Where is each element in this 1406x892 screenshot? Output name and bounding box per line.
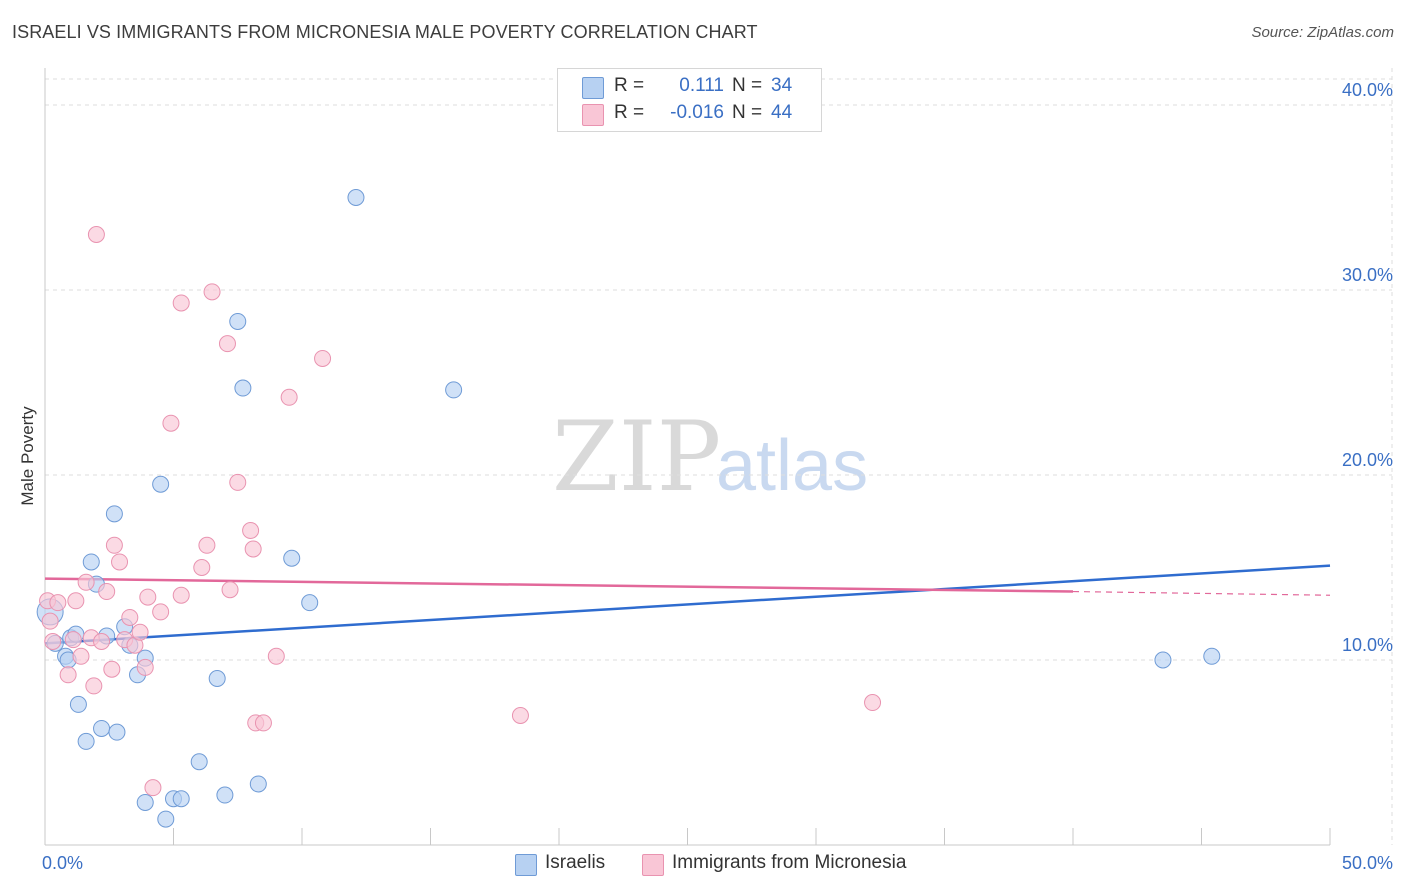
- legend-r-value: -0.016: [670, 102, 724, 123]
- israelis-point: [82, 553, 100, 571]
- micronesia-point: [254, 714, 272, 732]
- watermark-zip: ZIP: [552, 401, 721, 513]
- y-tick-label: 40.0%: [1342, 80, 1393, 100]
- micronesia-point: [198, 536, 216, 554]
- israelis-point: [105, 505, 123, 523]
- israelis-point: [347, 189, 365, 206]
- israelis-point: [152, 475, 170, 493]
- x-tick-label: 0.0%: [42, 853, 83, 873]
- micronesia-point: [67, 592, 85, 610]
- chart-title: ISRAELI VS IMMIGRANTS FROM MICRONESIA MA…: [12, 22, 758, 42]
- israelis-point: [136, 793, 154, 811]
- micronesia-point: [98, 583, 116, 601]
- micronesia-point: [111, 553, 129, 571]
- micronesia-point: [229, 473, 247, 491]
- israelis-legend-swatch: [515, 854, 537, 876]
- legend-n-label: N =: [732, 102, 763, 123]
- micronesia-point: [221, 581, 239, 599]
- israelis-point: [157, 810, 175, 828]
- x-tick-label: 50.0%: [1342, 853, 1393, 873]
- micronesia-point: [85, 677, 103, 695]
- micronesia-point: [103, 660, 121, 678]
- micronesia-point: [144, 779, 162, 797]
- micronesia-point: [87, 226, 105, 243]
- micronesia-swatch: [582, 104, 604, 126]
- israelis-swatch: [582, 77, 604, 99]
- legend-r-label: R =: [614, 75, 645, 96]
- israelis-point: [208, 670, 226, 687]
- israelis-point: [108, 723, 126, 741]
- micronesia-point: [314, 349, 332, 367]
- micronesia-point: [49, 594, 67, 612]
- micronesia-point: [105, 536, 123, 554]
- micronesia-point: [280, 388, 298, 406]
- legend-r-value: 0.111: [679, 75, 724, 96]
- tick-labels: 10.0% 20.0% 30.0% 40.0% 0.0% 50.0%: [42, 80, 1393, 873]
- micronesia-point: [162, 414, 180, 432]
- israelis-point: [93, 719, 111, 737]
- micronesia-point: [267, 647, 285, 665]
- source-note: Source: ZipAtlas.com: [1251, 24, 1394, 41]
- israelis-point: [283, 549, 301, 567]
- israelis-point: [301, 594, 319, 612]
- legend-n-value: 34: [771, 75, 793, 96]
- axes: [44, 68, 1331, 846]
- legend-n-label: N =: [732, 75, 763, 96]
- legend-n-value: 44: [771, 102, 793, 123]
- israelis-point: [172, 790, 190, 808]
- micronesia-trend-line: [44, 577, 1074, 593]
- y-tick-label: 10.0%: [1342, 635, 1393, 655]
- micronesia-point: [203, 283, 221, 301]
- watermark: ZIP atlas: [552, 401, 868, 513]
- israelis-point: [249, 775, 267, 793]
- micronesia-point: [193, 559, 211, 576]
- micronesia-point: [59, 666, 77, 684]
- micronesia-point: [64, 631, 82, 649]
- micronesia-legend-label: Immigrants from Micronesia: [672, 852, 907, 873]
- israelis-legend-label: Israelis: [545, 852, 606, 873]
- legend-r-label: R =: [614, 102, 645, 123]
- micronesia-point: [172, 294, 190, 312]
- israelis-point: [229, 312, 247, 330]
- y-tick-label: 30.0%: [1342, 265, 1393, 285]
- micronesia-point: [139, 588, 157, 606]
- micronesia-point: [93, 633, 111, 650]
- micronesia-point: [77, 573, 95, 591]
- israelis-point: [1154, 651, 1172, 669]
- micronesia-point: [511, 707, 529, 724]
- israelis-trend-line: [44, 564, 1331, 645]
- micronesia-point: [218, 335, 236, 353]
- trend-lines: [44, 564, 1331, 645]
- israelis-point: [445, 381, 463, 399]
- micronesia-point: [244, 540, 262, 558]
- israelis-point: [190, 753, 208, 771]
- israelis-point: [234, 379, 252, 397]
- micronesia-legend-swatch: [642, 854, 664, 876]
- israelis-point: [69, 695, 87, 713]
- israelis-point: [1203, 647, 1221, 665]
- israelis-point: [77, 732, 95, 750]
- micronesia-point: [72, 647, 90, 665]
- micronesia-point: [121, 608, 139, 626]
- israelis-point: [216, 786, 234, 804]
- micronesia-point: [41, 612, 59, 630]
- micronesia-point: [864, 694, 882, 712]
- micronesia-point: [44, 633, 62, 650]
- micronesia-point: [152, 603, 170, 621]
- micronesia-point: [172, 586, 190, 604]
- correlation-legend: R = 0.111 N = 34 R = -0.016 N = 44: [557, 68, 822, 132]
- y-tick-label: 20.0%: [1342, 450, 1393, 470]
- data-points: [36, 189, 1221, 828]
- watermark-atlas: atlas: [716, 426, 868, 506]
- micronesia-point: [136, 658, 154, 676]
- micronesia-point: [131, 623, 149, 641]
- micronesia-point: [242, 522, 260, 539]
- micronesia-trend-extension: [1072, 590, 1331, 596]
